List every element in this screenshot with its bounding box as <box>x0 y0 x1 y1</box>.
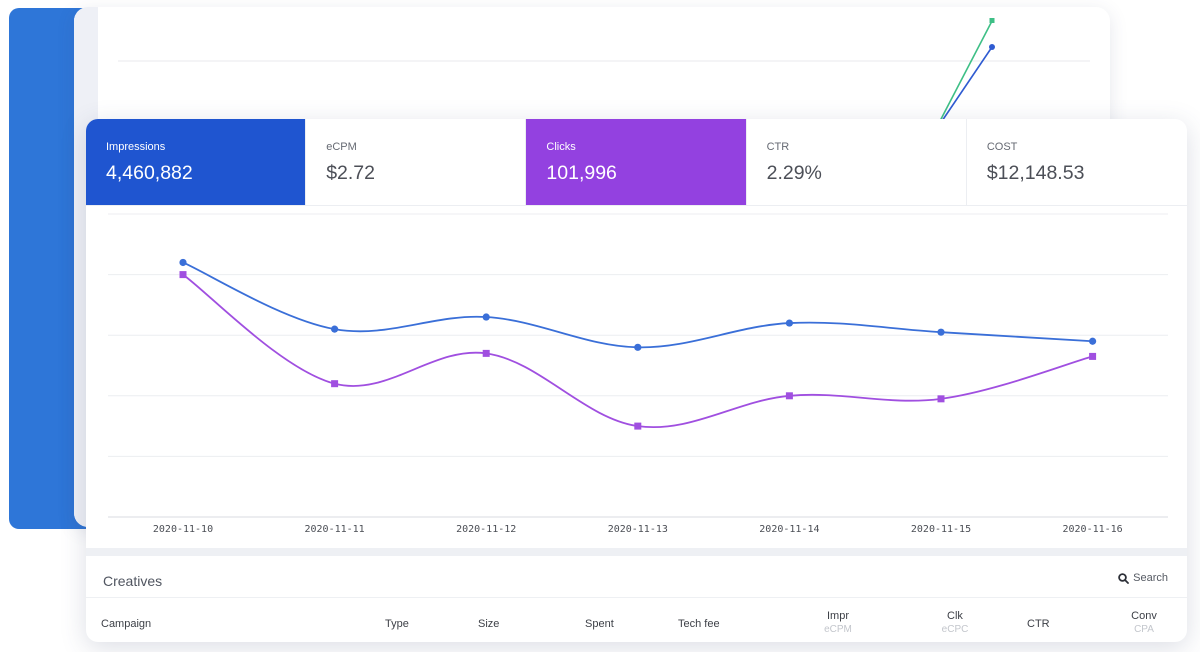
metric-value: $12,148.53 <box>986 162 1085 184</box>
metric-tab-cost[interactable]: COST $12,148.53 <box>967 119 1187 205</box>
data-point-impressions <box>634 343 642 351</box>
data-point-clicks <box>331 380 339 388</box>
column-header-impr[interactable]: Impr eCPM <box>818 610 858 635</box>
column-header-sublabel: eCPM <box>824 624 852 635</box>
metric-tab-ctr[interactable]: CTR 2.29% <box>747 119 967 205</box>
x-tick-label: 2020-11-16 <box>1062 524 1122 535</box>
data-point-impressions <box>482 313 490 321</box>
data-point-impressions <box>331 325 339 333</box>
column-header-tech-fee[interactable]: Tech fee <box>678 618 720 630</box>
metric-label: COST <box>986 141 1018 153</box>
metric-tab-impressions[interactable]: Impressions 4,460,882 <box>86 119 307 205</box>
background-series-marker-green <box>989 18 995 23</box>
line-chart: 2020-11-10 2020-11-11 2020-11-12 2020-11-13… <box>108 213 1168 535</box>
data-point-clicks <box>482 349 490 357</box>
column-header-ctr[interactable]: CTR <box>1027 618 1050 630</box>
column-header-size[interactable]: Size <box>478 618 499 630</box>
data-point-clicks <box>1089 352 1097 360</box>
background-series-marker-blue <box>989 44 995 50</box>
search-button[interactable]: Search <box>1118 572 1168 584</box>
data-point-impressions <box>785 319 794 327</box>
metric-label: eCPM <box>326 141 357 153</box>
metric-label: Clicks <box>546 141 576 153</box>
table-header-rule <box>86 597 1187 598</box>
data-point-clicks <box>785 392 793 400</box>
x-tick-label: 2020-11-12 <box>456 524 516 535</box>
column-header-label: Type <box>385 618 409 630</box>
search-label: Search <box>1133 572 1168 584</box>
metric-label: CTR <box>766 141 790 153</box>
data-point-clicks <box>937 395 945 403</box>
metric-value: 2.29% <box>766 162 822 184</box>
column-header-label: Clk <box>947 610 963 622</box>
column-header-label: Spent <box>585 618 614 630</box>
data-point-impressions <box>937 328 945 336</box>
column-header-conv[interactable]: Conv CPA <box>1124 610 1164 635</box>
column-header-sublabel: eCPC <box>941 624 969 635</box>
metric-label: Impressions <box>106 141 166 153</box>
data-point-clicks <box>634 422 642 430</box>
metric-value: 4,460,882 <box>106 162 193 184</box>
metric-value: $2.72 <box>326 162 376 184</box>
series-line-impressions <box>182 261 1093 349</box>
column-header-label: Impr <box>827 610 849 622</box>
section-divider <box>86 548 1187 556</box>
column-header-sublabel: CPA <box>1134 624 1154 635</box>
background-series-line-blue <box>941 46 993 122</box>
metric-tab-clicks[interactable]: Clicks 101,996 <box>526 119 747 205</box>
column-header-label: Conv <box>1131 610 1157 622</box>
column-header-type[interactable]: Type <box>385 618 409 630</box>
data-point-impressions <box>179 258 187 267</box>
background-chart <box>118 18 1090 122</box>
search-icon <box>1118 572 1130 584</box>
column-header-label: Size <box>478 618 500 630</box>
metric-tabs: Impressions 4,460,882 eCPM $2.72 Clicks … <box>86 119 1187 206</box>
column-header-label: CTR <box>1027 618 1050 630</box>
metric-value: 101,996 <box>546 162 617 184</box>
column-header-clk[interactable]: Clk eCPC <box>935 610 975 635</box>
column-header-label: Campaign <box>101 618 152 630</box>
creatives-title: Creatives <box>103 573 163 589</box>
x-tick-label: 2020-11-10 <box>153 524 213 535</box>
dashboard-card: Impressions 4,460,882 eCPM $2.72 Clicks … <box>86 119 1187 642</box>
background-series-line-green <box>939 20 993 122</box>
x-tick-label: 2020-11-14 <box>759 524 819 535</box>
data-point-clicks <box>179 271 187 279</box>
x-tick-label: 2020-11-11 <box>304 524 364 535</box>
data-point-impressions <box>1089 337 1097 345</box>
column-header-spent[interactable]: Spent <box>585 618 614 630</box>
x-tick-label: 2020-11-13 <box>608 524 668 535</box>
metric-tab-ecpm[interactable]: eCPM $2.72 <box>306 119 527 205</box>
column-header-label: Tech fee <box>678 618 720 630</box>
x-tick-label: 2020-11-15 <box>911 524 971 535</box>
column-header-campaign[interactable]: Campaign <box>101 618 151 630</box>
